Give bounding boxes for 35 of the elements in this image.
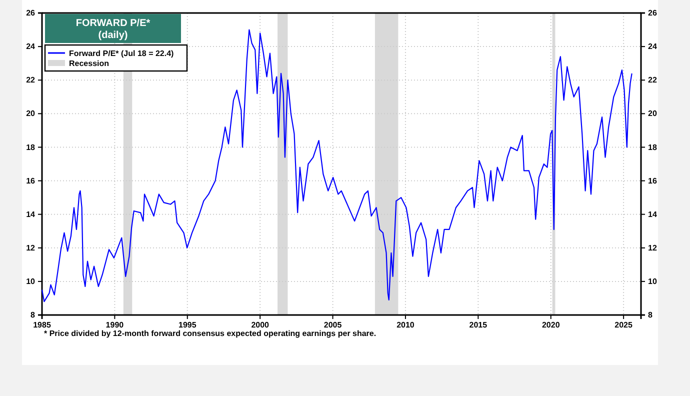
x-tick-label: 2020 [542,320,560,330]
line-series [41,29,632,302]
y-tick-label: 10 [26,277,36,286]
y-tick-label: 24 [26,42,36,52]
y-tick-label: 8 [30,310,36,320]
y-tick-label: 18 [26,142,36,152]
y2-tick-label: 8 [648,310,653,320]
x-tick-label: 1995 [178,320,197,330]
x-tick-label: 2025 [614,320,634,330]
x-tick-label: 2010 [396,320,415,330]
y-tick-label: 20 [26,109,36,118]
y-tick-label: 22 [26,76,36,85]
legend-label: Forward P/E* (Jul 18 = 22.4) [69,49,174,58]
band-label: Recession [69,59,110,68]
text: * Price divided by 12-month forward consensus expected operating earnings per share. [44,329,376,338]
y2-tick-label: 10 [648,277,658,286]
y-tick-label: 14 [26,210,36,219]
x-tick-label: 2015 [469,320,488,330]
y2-tick-label: 26 [648,8,658,18]
text: FORWARD P/E* [76,18,150,29]
y2-tick-label: 24 [648,42,658,52]
y2-tick-label: 12 [648,243,658,252]
y2-tick-label: 14 [648,210,658,219]
x-tick-label: 1985 [33,320,52,330]
y2-tick-label: 20 [648,109,658,118]
x-tick-label: 1990 [106,320,124,330]
y2-tick-label: 22 [648,76,658,85]
y2-tick-label: 16 [648,176,658,186]
text: (daily) [98,30,128,41]
y-tick-label: 26 [26,8,36,18]
x-tick-label: 2000 [251,320,270,330]
y-tick-label: 12 [26,243,36,252]
y2-tick-label: 18 [648,142,658,152]
x-tick-label: 2005 [324,320,342,330]
y-tick-label: 16 [26,176,36,186]
